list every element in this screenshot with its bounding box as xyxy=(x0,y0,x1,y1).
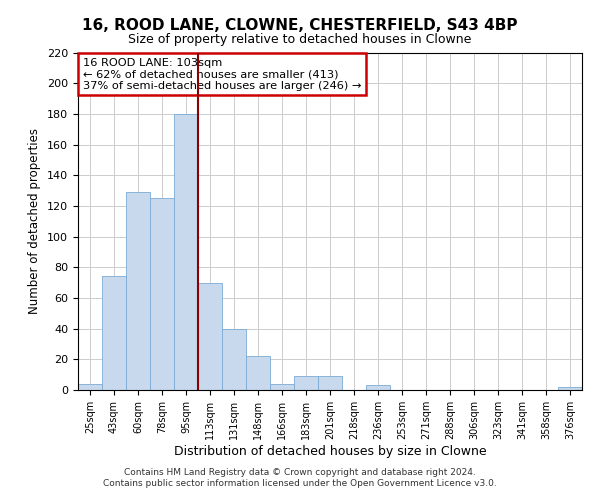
Text: 16 ROOD LANE: 103sqm
← 62% of detached houses are smaller (413)
37% of semi-deta: 16 ROOD LANE: 103sqm ← 62% of detached h… xyxy=(83,58,361,91)
Bar xyxy=(102,276,126,390)
Bar xyxy=(174,114,198,390)
Bar xyxy=(246,356,270,390)
Text: Contains HM Land Registry data © Crown copyright and database right 2024.
Contai: Contains HM Land Registry data © Crown c… xyxy=(103,468,497,487)
Bar xyxy=(366,386,390,390)
Text: 16, ROOD LANE, CLOWNE, CHESTERFIELD, S43 4BP: 16, ROOD LANE, CLOWNE, CHESTERFIELD, S43… xyxy=(82,18,518,32)
X-axis label: Distribution of detached houses by size in Clowne: Distribution of detached houses by size … xyxy=(173,444,487,458)
Bar xyxy=(198,282,222,390)
Bar xyxy=(126,192,150,390)
Bar xyxy=(558,387,582,390)
Bar xyxy=(294,376,318,390)
Y-axis label: Number of detached properties: Number of detached properties xyxy=(28,128,41,314)
Bar xyxy=(222,328,246,390)
Bar xyxy=(318,376,342,390)
Bar xyxy=(270,384,294,390)
Bar xyxy=(150,198,174,390)
Text: Size of property relative to detached houses in Clowne: Size of property relative to detached ho… xyxy=(128,32,472,46)
Bar xyxy=(78,384,102,390)
